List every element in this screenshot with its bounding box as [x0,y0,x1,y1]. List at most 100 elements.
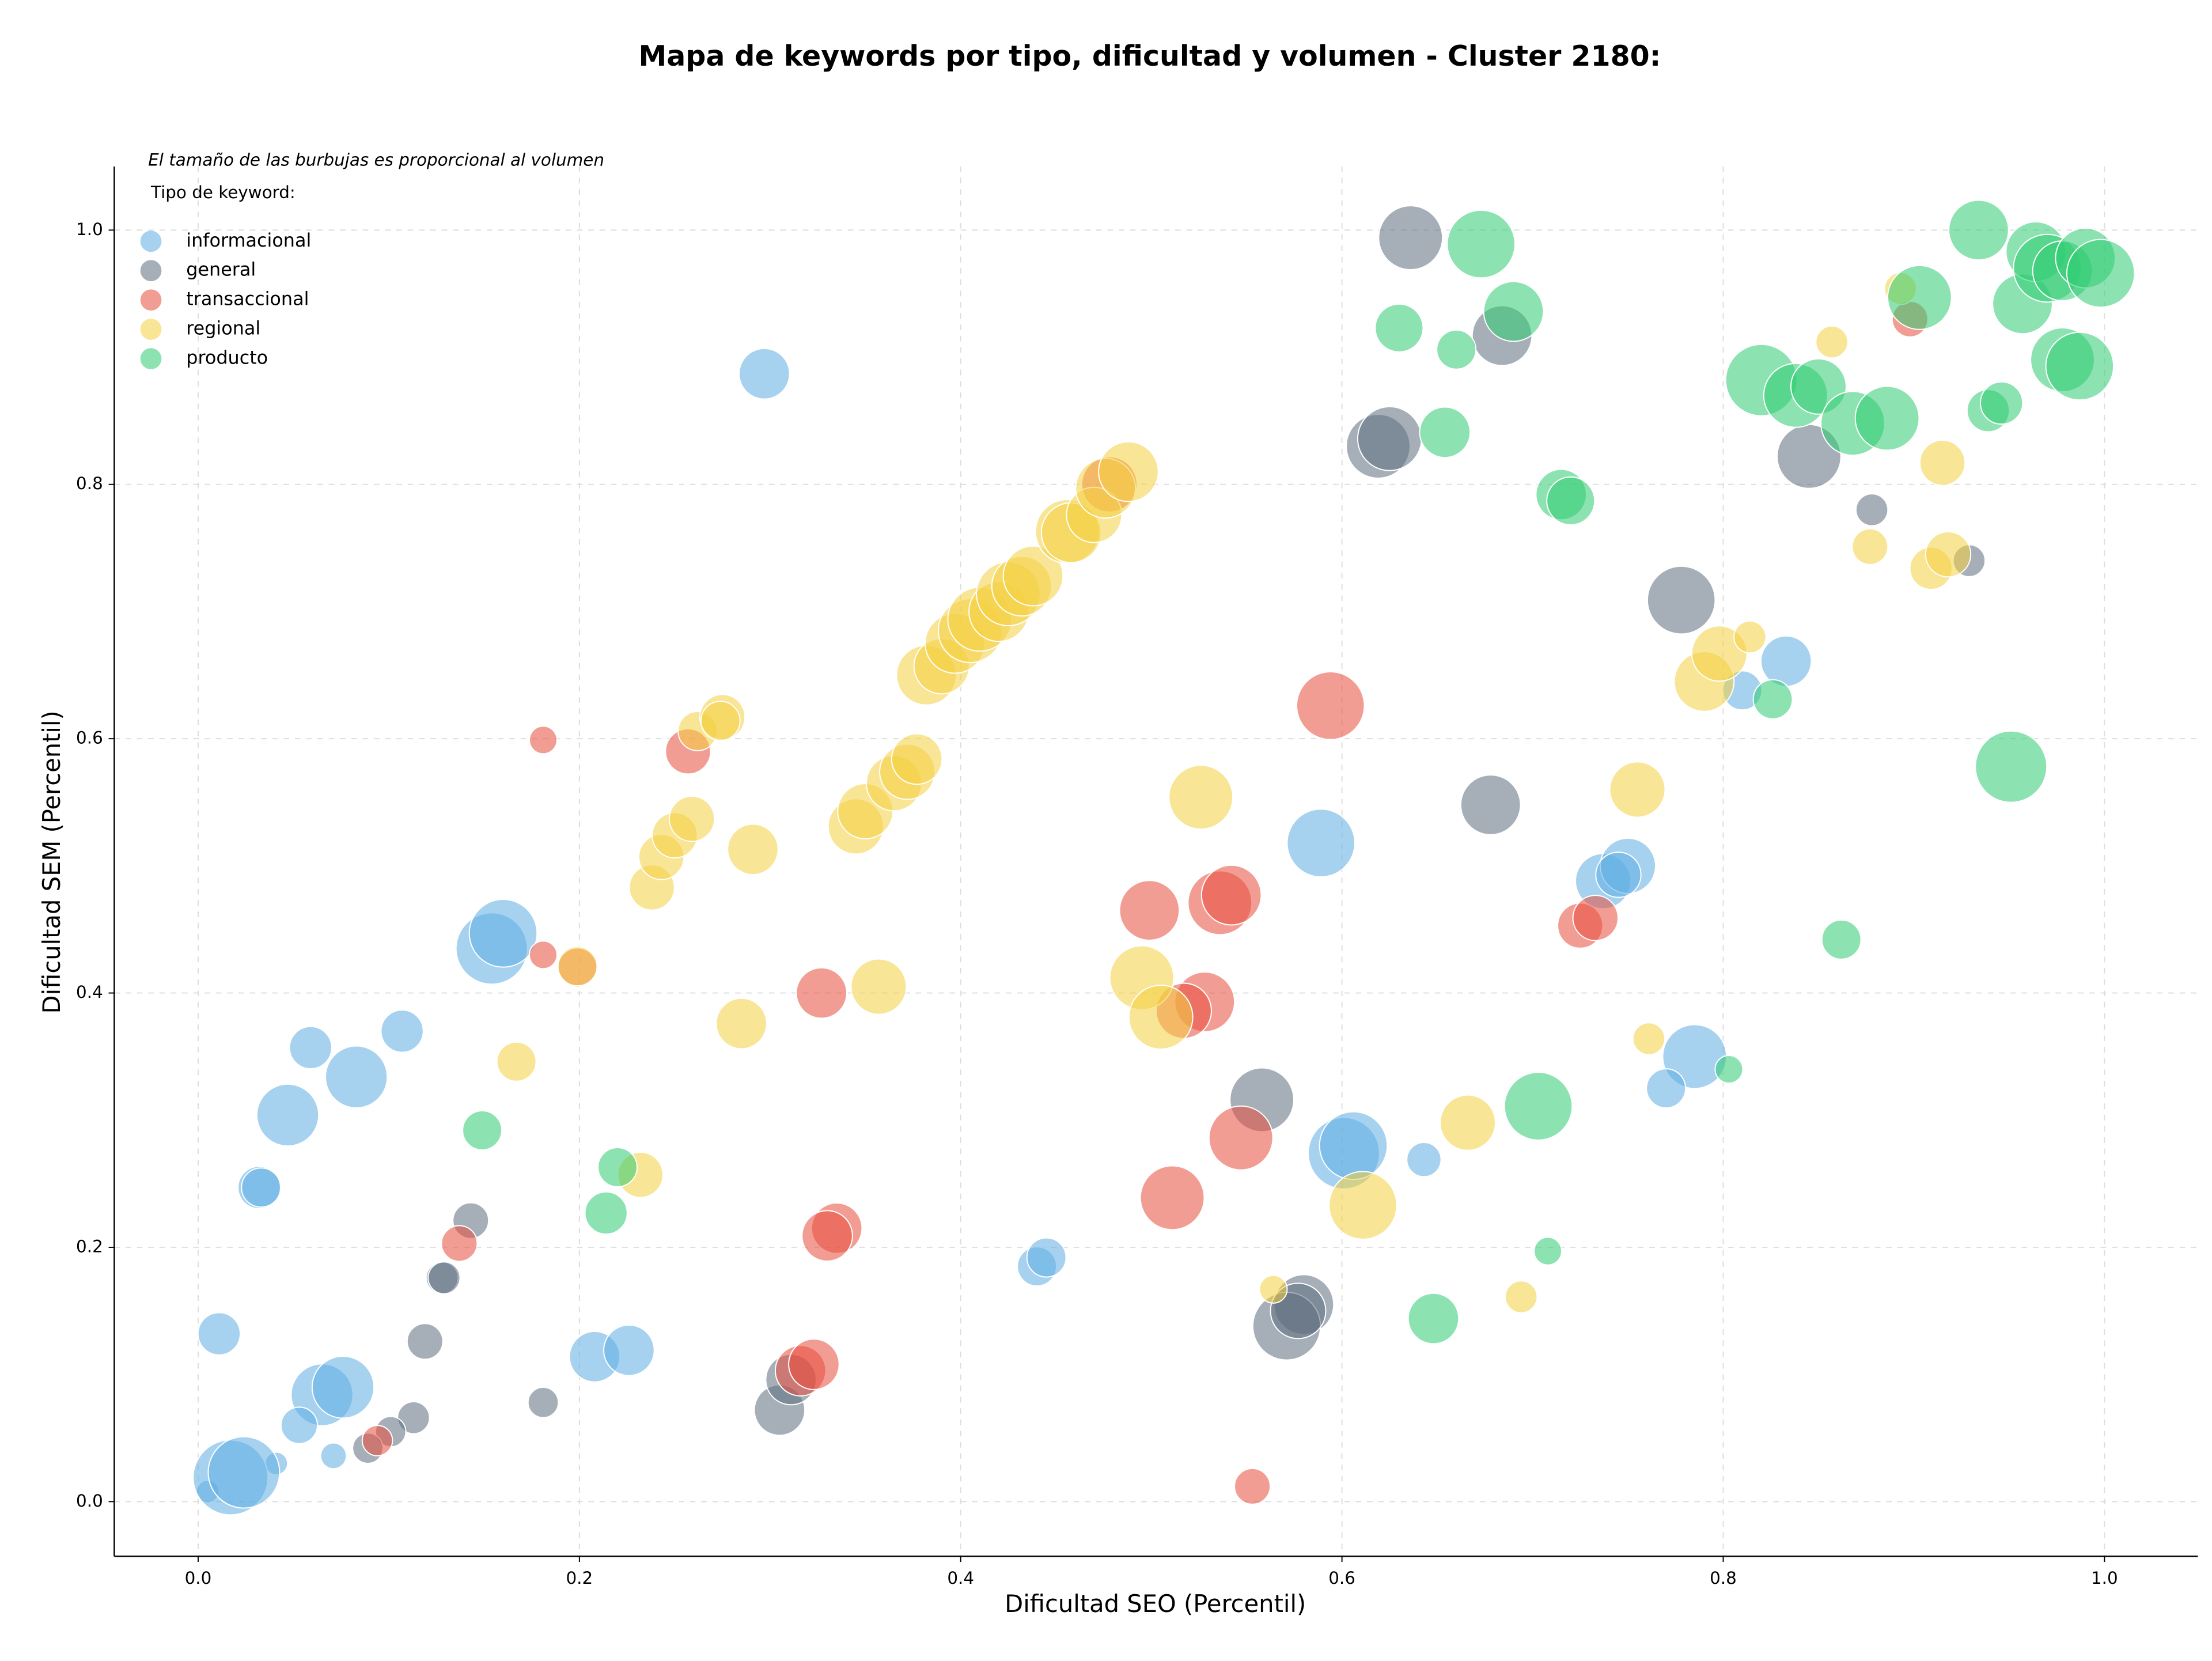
bubble [1572,895,1619,941]
bubble [1733,620,1767,654]
bubble [891,733,943,785]
bubble [529,940,558,970]
bubble [1815,325,1849,359]
bubble [1975,730,2048,803]
bubble [1821,919,1862,960]
bubble [1925,531,1972,578]
bubble [603,1324,655,1376]
legend-marker [140,348,162,369]
bubble [361,1425,393,1456]
bubble [668,796,715,842]
bubble [207,1436,281,1509]
bubble [256,1083,320,1147]
bubble [1002,545,1064,607]
y-tick-label: 0.0 [76,1491,103,1511]
bubble [496,1041,537,1082]
bubble [727,823,779,875]
legend-title: Tipo de keyword: [150,183,296,202]
bubble [2066,239,2135,308]
bubble [1374,303,1424,353]
legend-label: general [186,259,256,281]
bubble [1419,406,1471,459]
ticks: 0.0 0.2 0.4 0.6 0.8 1.0 0.0 0.2 0.4 0.6 0.8 1.0 [76,220,2118,1588]
bubble [1436,329,1477,370]
legend-label: transaccional [186,288,309,310]
bubble [557,946,598,987]
bubble [796,967,847,1019]
bubble [1139,1165,1205,1231]
bubble [1286,808,1355,877]
bubble [289,1026,332,1070]
bubble [441,1225,478,1262]
legend-marker [140,260,162,282]
bubble [1760,635,1812,687]
bubble [320,1442,347,1470]
bubble [2045,331,2115,401]
bubble [1646,1068,1687,1108]
bubble [1200,864,1262,926]
legend: informacional general transaccional regiona… [140,229,311,369]
bubble [1504,1280,1538,1314]
bubble [1854,385,1920,451]
legend-marker [140,319,162,340]
bubble [1646,565,1716,635]
bubble [700,701,741,741]
bubble [1168,765,1234,830]
bubble [1319,1111,1388,1181]
bubble [1460,774,1521,835]
bubble [1919,440,1966,486]
bubble [1980,381,2024,425]
bubble [280,1406,318,1444]
bubble [1483,281,1544,342]
bubble [788,1338,840,1390]
legend-label: informacional [186,229,311,251]
note: El tamaño de las burbujas es proporciona… [148,150,604,170]
y-tick-label: 0.6 [76,728,103,748]
legend-label: regional [186,317,260,339]
bubble [801,1210,853,1262]
bubble [715,997,767,1050]
points [192,199,2135,1516]
bubble [1328,1171,1397,1240]
bubble [529,725,558,755]
bubble [325,1045,388,1108]
bubble [1948,199,2009,261]
x-tick-label: 0.4 [947,1568,974,1588]
bubble [380,1009,424,1053]
bubble [1632,1022,1666,1055]
bubble [1446,209,1516,279]
bubble [1259,1274,1288,1304]
bubble [427,1261,461,1295]
y-tick-label: 0.8 [76,474,103,493]
y-tick-label: 0.2 [76,1236,103,1256]
chart-title: Mapa de keywords por tipo, dificultad y … [639,40,1661,73]
bubble [1855,493,1889,527]
bubble [241,1167,282,1208]
bubble [1440,1094,1496,1151]
x-tick-label: 0.0 [185,1568,212,1588]
bubble [584,1191,628,1235]
legend-marker [140,289,162,311]
legend-label: producto [186,347,268,369]
x-axis-label: Dificultad SEO (Percentil) [1005,1590,1306,1618]
bubble [1208,1105,1274,1171]
y-axis-label: Dificultad SEM (Percentil) [37,710,66,1013]
bubble [1407,1292,1460,1345]
y-tick-label: 0.4 [76,982,103,1002]
bubble [1098,441,1159,502]
bubble [462,1110,502,1151]
bubble [1714,1055,1744,1084]
bubble [1234,1467,1271,1505]
bubble [1357,406,1422,471]
bubble [1609,761,1666,818]
bubble [850,958,907,1015]
bubble [1296,671,1365,740]
bubble [1026,1237,1067,1278]
bubble [468,899,538,968]
x-tick-label: 0.6 [1328,1568,1355,1588]
bubble [1691,625,1748,682]
bubble [311,1356,375,1419]
x-tick-label: 0.2 [566,1568,593,1588]
bubble [197,1312,241,1356]
